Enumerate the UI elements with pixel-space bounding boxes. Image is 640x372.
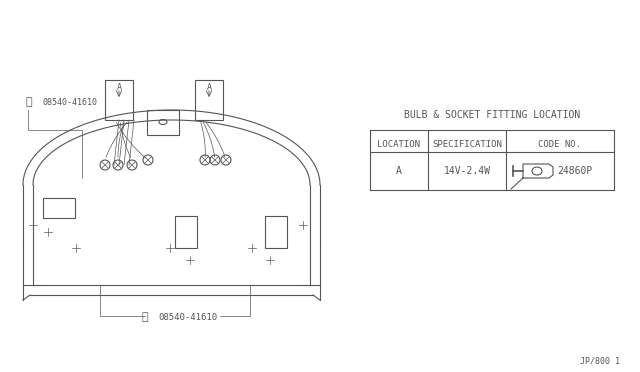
Text: A: A (396, 166, 402, 176)
Text: CODE NO.: CODE NO. (538, 140, 582, 148)
Bar (175, 216, 197, 248)
Text: 14V-2.4W: 14V-2.4W (444, 166, 490, 176)
Text: SPECIFICATION: SPECIFICATION (432, 140, 502, 148)
Text: 08540-41610: 08540-41610 (42, 98, 97, 107)
Bar (265, 216, 287, 248)
Bar (147, 110, 179, 135)
Bar (195, 80, 223, 120)
Text: LOCATION: LOCATION (378, 140, 420, 148)
Text: A: A (207, 83, 211, 92)
Text: 08540-41610: 08540-41610 (158, 313, 217, 322)
Text: BULB & SOCKET FITTING LOCATION: BULB & SOCKET FITTING LOCATION (404, 110, 580, 120)
Text: Ⓢ: Ⓢ (26, 97, 32, 107)
Text: A: A (116, 83, 122, 92)
Text: 24860P: 24860P (557, 166, 592, 176)
Text: JP/800 1: JP/800 1 (580, 356, 620, 365)
Text: Ⓢ: Ⓢ (141, 312, 148, 322)
Bar (105, 80, 133, 120)
